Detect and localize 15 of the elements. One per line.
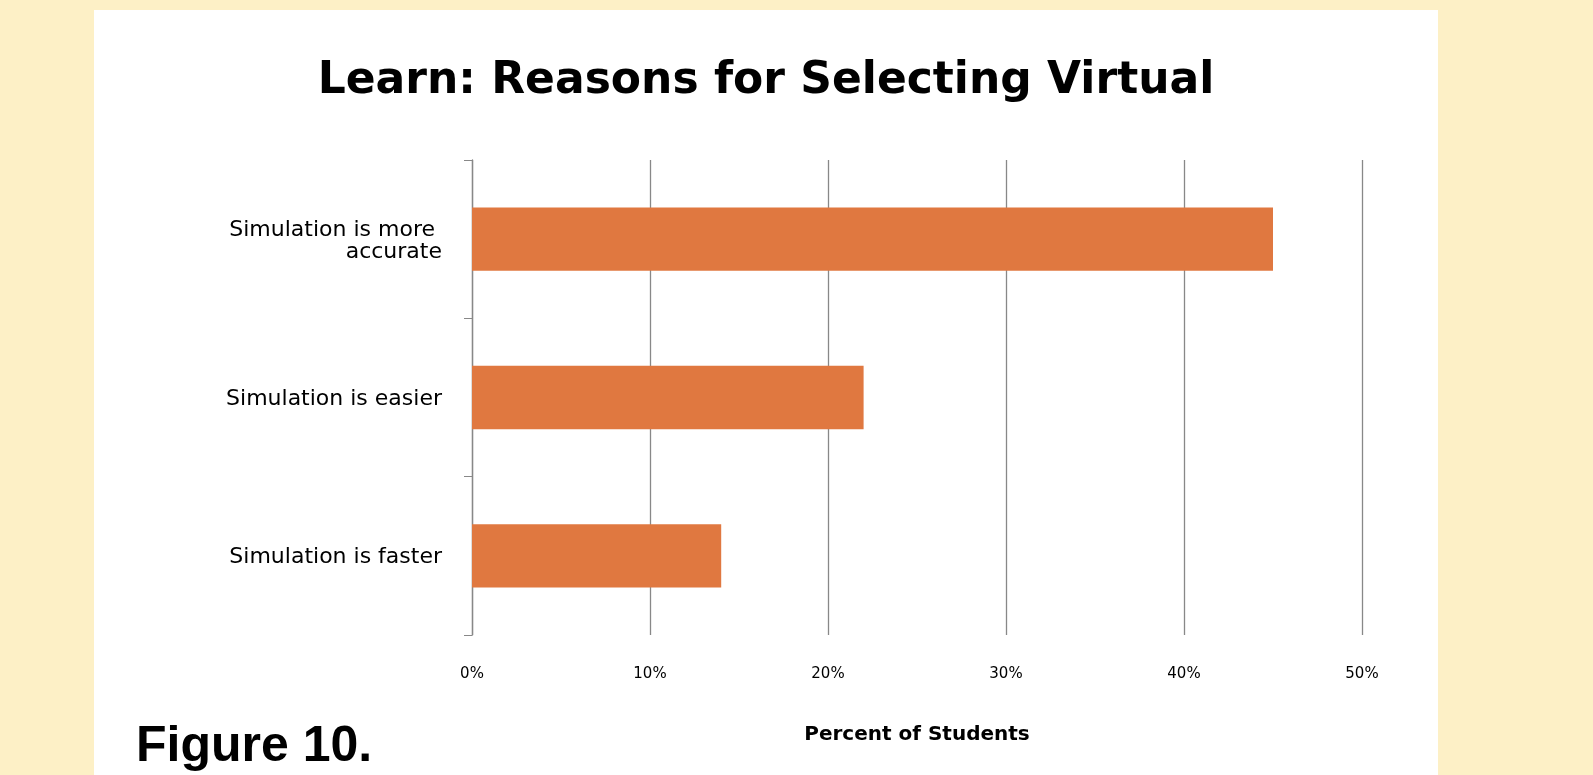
- bar: [472, 365, 864, 430]
- x-tick-label: 0%: [460, 663, 484, 682]
- x-tick-label: 10%: [633, 663, 667, 682]
- x-tick-label: 50%: [1345, 663, 1379, 682]
- chart-title: Learn: Reasons for Selecting Virtual: [317, 51, 1215, 103]
- x-tick-label: 40%: [1167, 663, 1201, 682]
- caption: Figure 10.: [136, 716, 373, 772]
- x-tick-label: 20%: [811, 663, 845, 682]
- y-tick-label: Simulation is faster: [229, 543, 443, 569]
- bar: [472, 207, 1273, 271]
- x-axis-title: Percent of Students: [804, 721, 1030, 745]
- x-tick-label: 30%: [989, 663, 1023, 682]
- y-tick-label: Simulation is more accurate: [229, 215, 442, 263]
- bar: [472, 524, 722, 588]
- y-tick-label: Simulation is easier: [226, 385, 443, 410]
